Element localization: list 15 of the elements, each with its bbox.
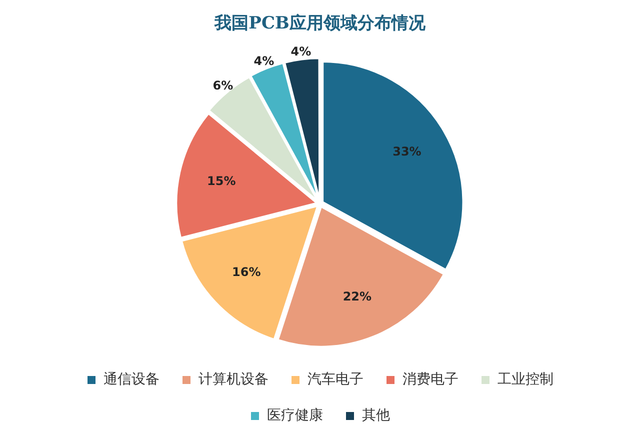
data-label: 6% [212, 78, 234, 92]
data-label: 16% [232, 264, 261, 279]
legend-label: 其他 [362, 408, 390, 424]
data-label: 33% [392, 144, 422, 158]
legend-label: 汽车电子 [308, 372, 364, 388]
legend-label: 通信设备 [104, 372, 160, 388]
legend-label: 消费电子 [402, 372, 458, 388]
data-label: 22% [342, 290, 372, 304]
chart-title: 我国PCB应用领域分布情况 [214, 14, 426, 34]
data-label: 15% [207, 174, 236, 188]
data-label: 4% [254, 54, 274, 68]
legend-label: 医疗健康 [267, 408, 323, 424]
data-label: 4% [290, 44, 312, 59]
legend-label: 计算机设备 [198, 372, 268, 388]
legend-label: 工业控制 [498, 372, 554, 388]
